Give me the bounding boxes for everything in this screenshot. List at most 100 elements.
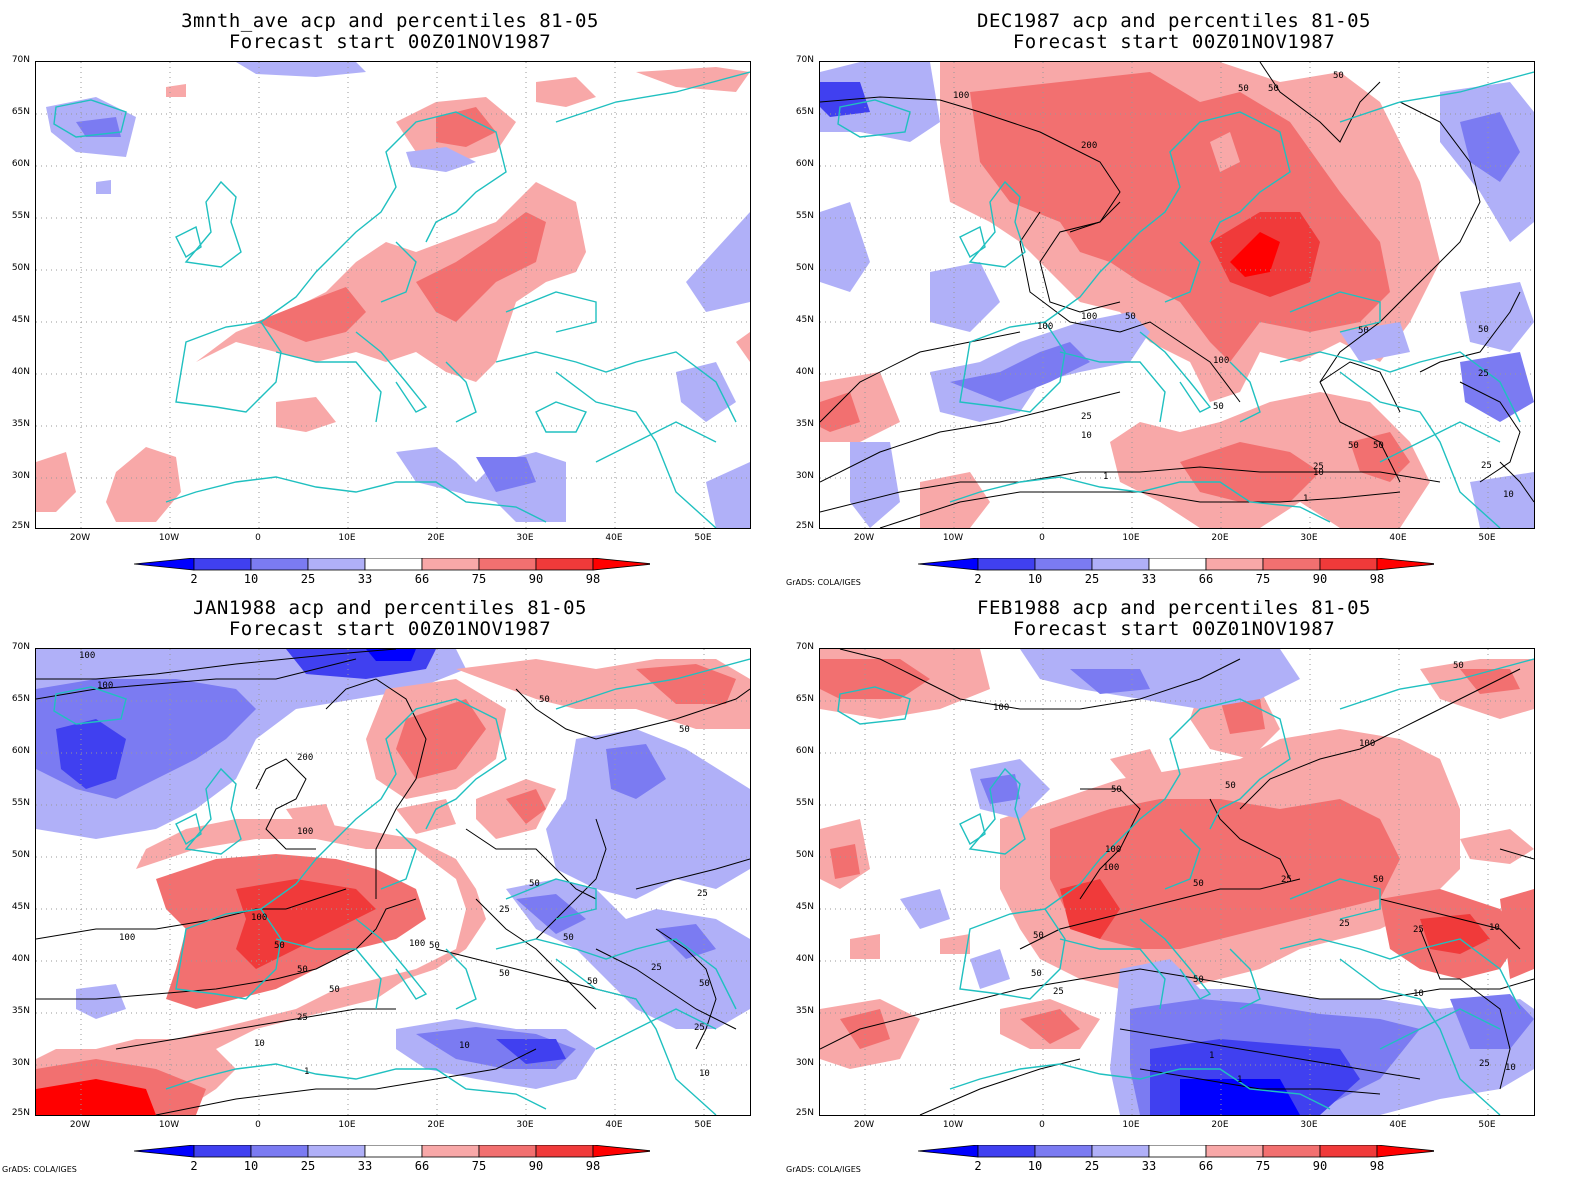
colorbar-box xyxy=(1034,1145,1093,1158)
colorbar-label: 25 xyxy=(1084,1159,1100,1173)
colorbar-box xyxy=(1319,1145,1378,1158)
contour-label: 50 xyxy=(1193,975,1204,985)
color-legend: 2 10 25 33 66 75 90 98 xyxy=(134,558,650,588)
lon-label: 40E xyxy=(1389,1120,1407,1130)
lat-label: 50N xyxy=(11,263,30,273)
lon-label: 30E xyxy=(1300,533,1318,543)
contour-label: 10 xyxy=(1413,989,1424,999)
color-legend: 2 10 25 33 66 75 90 98 xyxy=(918,558,1434,588)
map-plot: 100 200 50 50 50 100 100 50 100 50 25 10 1 50 25 10 50 25… xyxy=(819,61,1535,529)
contour-label: 10 xyxy=(699,1069,710,1079)
lat-label: 50N xyxy=(11,850,30,860)
colorbar-box xyxy=(250,1145,309,1158)
contour-label: 50 xyxy=(329,985,340,995)
contour-label: 100 xyxy=(297,827,314,837)
lon-label: 20W xyxy=(69,1120,91,1130)
colorbar-box xyxy=(1205,558,1264,571)
colorbar xyxy=(918,1145,1434,1158)
contour-label: 50 xyxy=(1193,879,1204,889)
contour-label: 25 xyxy=(499,905,510,915)
colorbar-box xyxy=(977,558,1036,571)
contour-label: 1 xyxy=(1103,472,1109,482)
contour-label: 25 xyxy=(1339,919,1350,929)
lon-label: 40E xyxy=(1389,533,1407,543)
panel-dec1987: DEC1987 acp and percentiles 81-05 Foreca… xyxy=(784,0,1564,590)
contour-label: 100 xyxy=(1359,739,1376,749)
contour-label: 100 xyxy=(953,91,970,101)
contour-label: 200 xyxy=(297,753,314,763)
colorbar xyxy=(134,558,650,571)
contour-label: 10 xyxy=(459,1041,470,1051)
lat-label: 65N xyxy=(11,107,30,117)
contour-label: 10 xyxy=(254,1039,265,1049)
colorbar-arrow-low xyxy=(918,558,979,571)
colorbar-box xyxy=(250,558,309,571)
contour-label: 1 xyxy=(1209,1051,1215,1061)
contour-label: 25 xyxy=(697,889,708,899)
colorbar-box xyxy=(1091,558,1150,571)
colorbar-label: 10 xyxy=(243,1159,259,1173)
contour-label: 50 xyxy=(539,695,550,705)
contour-label: 10 xyxy=(1081,431,1092,441)
colorbar-label: 33 xyxy=(357,1159,373,1173)
lat-label: 55N xyxy=(11,211,30,221)
lon-label: 20W xyxy=(69,533,91,543)
colorbar-label: 25 xyxy=(300,572,316,586)
colorbar-arrow-high xyxy=(1376,1145,1434,1158)
lon-label: 10E xyxy=(1122,533,1140,543)
colorbar-box xyxy=(307,558,366,571)
lon-label: 20E xyxy=(427,533,445,543)
colorbar-arrow-high xyxy=(592,558,650,571)
lat-label: 55N xyxy=(795,211,814,221)
lon-label: 0 xyxy=(255,533,261,543)
contour-label: 50 xyxy=(563,933,574,943)
colorbar-label: 2 xyxy=(974,1159,982,1173)
contour-label: 50 xyxy=(1111,785,1122,795)
colorbar-box xyxy=(364,558,423,571)
colorbar-box xyxy=(1034,558,1093,571)
contour-label: 100 xyxy=(97,681,114,691)
contour-label: 50 xyxy=(1031,969,1042,979)
shaded-anomalies xyxy=(820,649,1534,1115)
lat-label: 35N xyxy=(795,1006,814,1016)
lon-label: 0 xyxy=(1039,1120,1045,1130)
contour-label: 100 xyxy=(1103,863,1120,873)
contour-label: 25 xyxy=(297,1013,308,1023)
colorbar-box xyxy=(535,558,594,571)
colorbar xyxy=(918,558,1434,571)
lat-label: 25N xyxy=(11,1108,30,1118)
lat-label: 30N xyxy=(795,1058,814,1068)
panel-feb1988: FEB1988 acp and percentiles 81-05 Foreca… xyxy=(784,588,1564,1188)
colorbar-arrow-high xyxy=(592,1145,650,1158)
lat-label: 40N xyxy=(795,954,814,964)
colorbar-box xyxy=(478,558,537,571)
shaded-anomalies xyxy=(36,62,750,528)
contour-label: 100 xyxy=(79,651,96,661)
colorbar-box xyxy=(1205,1145,1264,1158)
colorbar-label: 90 xyxy=(1312,1159,1328,1173)
lat-label: 25N xyxy=(795,521,814,531)
colorbar-arrow-low xyxy=(134,1145,195,1158)
contour-label: 25 xyxy=(1313,462,1324,472)
lon-label: 50E xyxy=(1478,1120,1496,1130)
contour-label: 25 xyxy=(1413,925,1424,935)
lon-label: 10W xyxy=(158,533,180,543)
lat-label: 35N xyxy=(11,1006,30,1016)
color-legend: 2 10 25 33 66 75 90 98 xyxy=(918,1145,1434,1175)
colorbar-label: 75 xyxy=(1255,572,1271,586)
colorbar-label: 33 xyxy=(1141,1159,1157,1173)
colorbar-label: 66 xyxy=(1198,572,1214,586)
colorbar-box xyxy=(421,1145,480,1158)
shaded-anomalies xyxy=(820,62,1534,528)
shaded-anomalies xyxy=(36,649,750,1115)
contour-label: 50 xyxy=(1268,84,1279,94)
lat-label: 35N xyxy=(795,419,814,429)
lat-label: 55N xyxy=(795,798,814,808)
contour-label: 10 xyxy=(1489,923,1500,933)
lon-label: 20E xyxy=(1211,533,1229,543)
grads-credit: GrADS: COLA/IGES xyxy=(2,1165,77,1174)
contour-label: 50 xyxy=(1225,781,1236,791)
colorbar-label: 10 xyxy=(243,572,259,586)
colorbar-box xyxy=(535,1145,594,1158)
contour-label: 50 xyxy=(1033,931,1044,941)
